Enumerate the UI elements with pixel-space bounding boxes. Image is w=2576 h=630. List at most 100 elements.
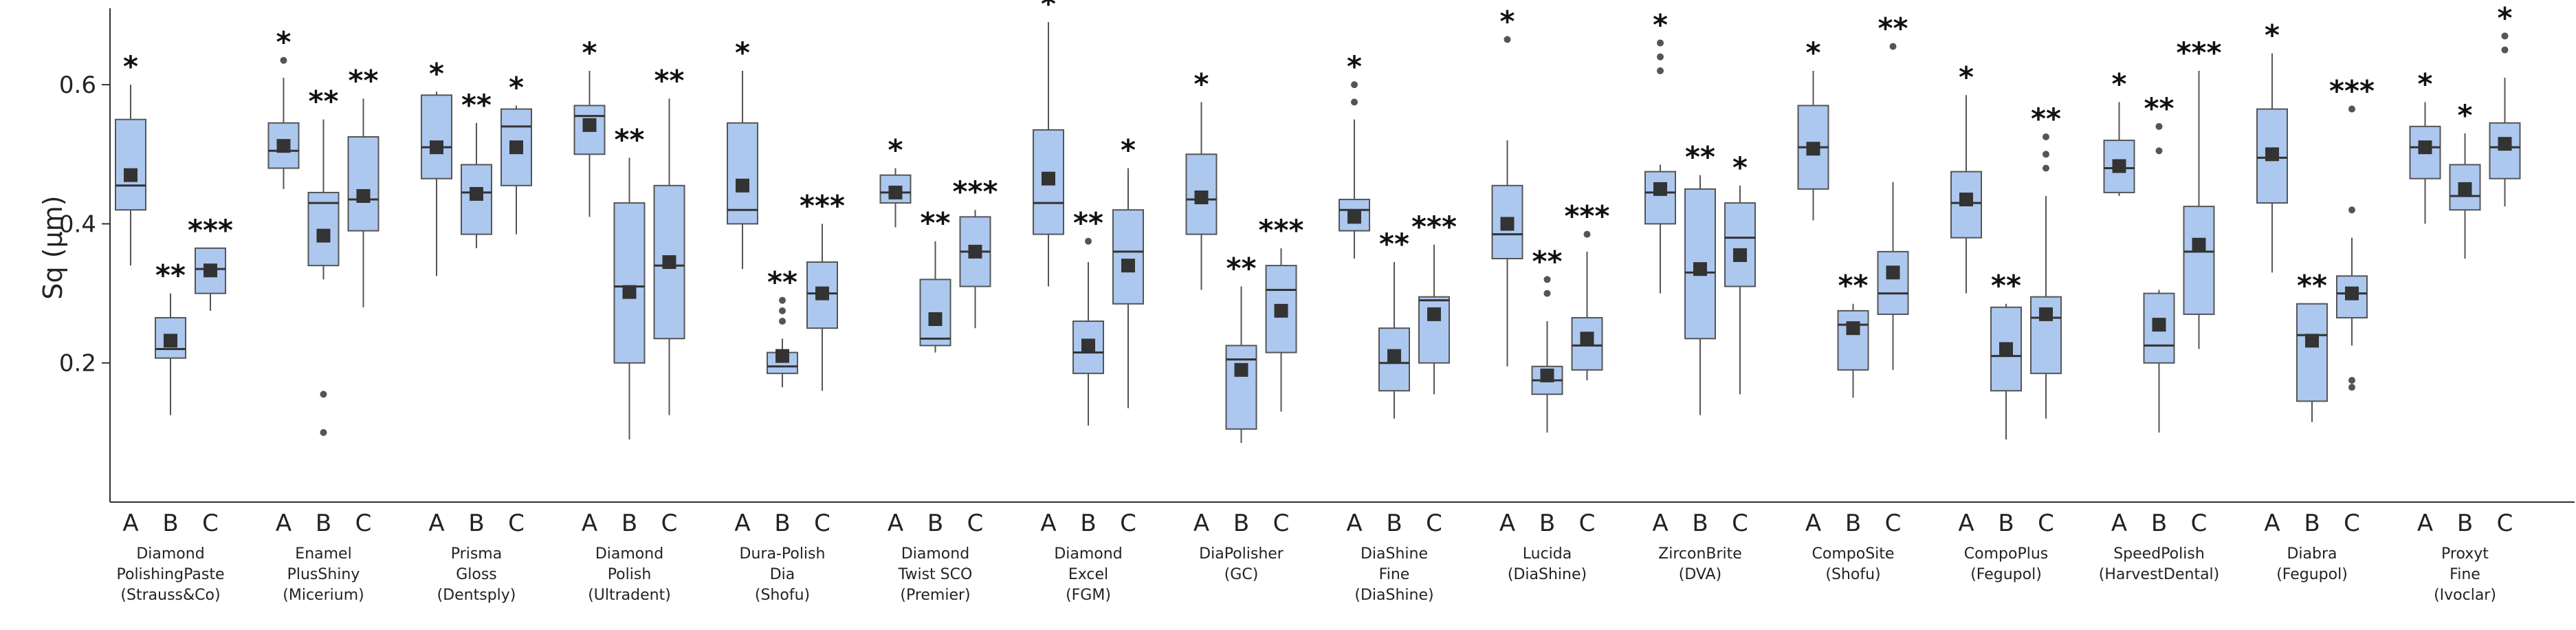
product-name-line: Gloss [456,566,497,583]
product-name-line: (HarvestDental) [2099,566,2220,583]
group-label: A [276,510,291,537]
mean-marker [1274,303,1288,318]
product-name-line: (DiaShine) [1508,566,1587,583]
significance-label: *** [188,213,233,247]
outlier-point [2348,377,2355,384]
mean-marker [1653,182,1667,196]
significance-label: ** [1991,269,2021,303]
significance-label: ** [1226,251,1257,285]
significance-label: ** [1532,244,1563,278]
mean-marker [203,263,217,278]
product-name-line: CompoPlus [1964,545,2048,563]
outlier-point [2501,46,2509,54]
mean-marker [124,168,137,182]
group-label: A [1346,510,1362,537]
product-group: ****** [1491,4,1610,433]
y-tick-label: 0.4 [59,210,96,238]
significance-label: ** [2144,91,2175,125]
outlier-point [2043,151,2049,158]
box [1418,296,1450,364]
product-group: ***** [573,36,685,439]
mean-marker [430,140,443,155]
group-label: A [1805,510,1821,537]
product-group: **** [1033,0,1144,426]
significance-label: * [2265,19,2280,52]
group-label: B [927,510,943,537]
product-name-line: Fine [2450,566,2480,583]
mean-marker [2458,182,2472,196]
mean-marker [582,118,597,132]
significance-label: * [1194,67,1209,100]
mean-marker [2498,137,2512,151]
group-label: C [1579,510,1596,537]
product-name-line: (DiaShine) [1354,587,1433,604]
significance-label: * [735,36,750,69]
box [1877,250,1909,315]
mean-marker [1806,142,1820,156]
product-name-line: Proxyt [2441,545,2489,563]
mean-marker [1846,321,1860,336]
product-name-line: (Ivoclar) [2434,587,2496,604]
mean-marker [164,334,177,348]
significance-label: ** [2031,102,2061,135]
mean-marker [1580,332,1594,346]
group-label: A [428,510,444,537]
product-group: ****** [1339,50,1457,419]
product-name-line: Diabra [2287,545,2337,563]
significance-label: *** [1411,210,1457,243]
product-name-line: PolishingPaste [117,566,225,583]
outlier-point [1657,53,1664,61]
group-label: C [355,510,372,537]
significance-label: ** [1073,206,1103,240]
significance-label: ** [1838,269,1869,303]
mean-marker [2345,286,2359,301]
mean-marker [1500,217,1515,231]
mean-marker [2112,159,2126,173]
significance-label: *** [1565,199,1610,233]
outlier-point [1351,98,1358,106]
box [2489,122,2521,180]
significance-label: * [2498,1,2513,34]
group-label: B [2151,510,2167,537]
group-label: C [2191,510,2208,537]
mean-marker [1999,342,2013,356]
product-name-line: (Micerium) [283,587,364,604]
mean-marker [2192,237,2206,252]
plot-area: *********** *****************************… [115,0,2521,444]
product-name-line: (FGM) [1066,587,1111,604]
axes: 0.2 0.4 0.6 [59,8,2575,503]
mean-marker [1886,265,1900,280]
box [2183,206,2215,315]
product-group: ***** [267,25,379,436]
group-label: B [162,510,178,537]
outlier-point [779,296,786,304]
significance-label: * [582,36,597,69]
product-name-line: (Premier) [900,587,970,604]
group-label: A [2264,510,2280,537]
mean-marker [356,188,371,203]
mean-marker [2265,147,2279,162]
box [727,122,758,225]
group-label: C [1885,510,1902,537]
product-name-line: (DVA) [1679,566,1721,583]
product-name-line: Prisma [451,545,502,563]
product-name-line: (Fegupol) [2276,566,2348,583]
mean-marker [2305,334,2319,348]
outlier-point [1657,39,1664,47]
outlier-point [2043,164,2049,172]
significance-label: *** [1259,213,1304,247]
product-group: ****** [115,50,233,415]
product-group: * * * [2409,1,2521,259]
outlier-point [1889,43,1897,50]
group-label: C [1426,510,1442,537]
mean-marker [1234,362,1248,377]
mean-marker [1081,338,1095,353]
significance-label: ** [461,88,492,122]
box [2296,303,2328,402]
outlier-point [1543,290,1551,297]
group-label: A [1040,510,1056,537]
group-label: B [2457,510,2473,537]
product-name-line: (Strauss&Co) [120,587,220,604]
significance-label: ** [155,259,186,292]
outlier-point [320,391,327,398]
